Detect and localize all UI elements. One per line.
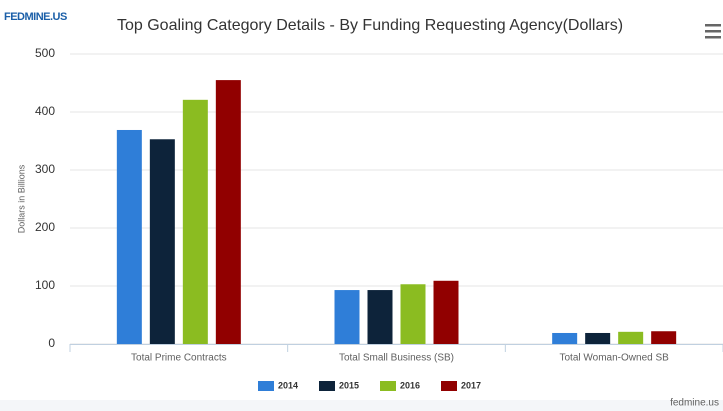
- legend-label: 2017: [461, 380, 481, 390]
- bar: [400, 284, 426, 344]
- bar: [651, 331, 677, 344]
- y-tick-label: 0: [48, 336, 55, 350]
- y-tick-label: 200: [35, 220, 55, 234]
- bar: [182, 99, 208, 344]
- chart-background: [0, 0, 723, 400]
- menu-button[interactable]: [705, 24, 721, 39]
- bar: [552, 332, 578, 344]
- legend-swatch: [380, 381, 396, 391]
- bar: [585, 332, 611, 344]
- y-tick-label: 100: [35, 278, 55, 292]
- bar: [367, 290, 393, 344]
- watermark: fedmine.us: [670, 398, 719, 409]
- legend-label: 2016: [400, 380, 420, 390]
- y-tick-label: 300: [35, 162, 55, 176]
- bar: [618, 331, 644, 344]
- legend-label: 2014: [278, 380, 298, 390]
- y-axis-label: Dollars in Billions: [16, 164, 26, 233]
- chart-title: Top Goaling Category Details - By Fundin…: [117, 17, 623, 34]
- y-tick-label: 500: [35, 46, 55, 60]
- bar: [433, 280, 459, 344]
- legend-swatch: [319, 381, 335, 391]
- legend-swatch: [258, 381, 274, 391]
- x-tick-label: Total Woman-Owned SB: [560, 353, 670, 364]
- x-tick-label: Total Small Business (SB): [339, 353, 454, 364]
- bar: [334, 290, 360, 344]
- y-tick-label: 400: [35, 104, 55, 118]
- bar: [116, 129, 142, 344]
- x-tick-label: Total Prime Contracts: [131, 353, 227, 364]
- legend-swatch: [441, 381, 457, 391]
- legend-label: 2015: [339, 380, 359, 390]
- logo: FEDMINE.US: [4, 11, 67, 23]
- bar: [149, 139, 175, 344]
- bar: [215, 80, 241, 344]
